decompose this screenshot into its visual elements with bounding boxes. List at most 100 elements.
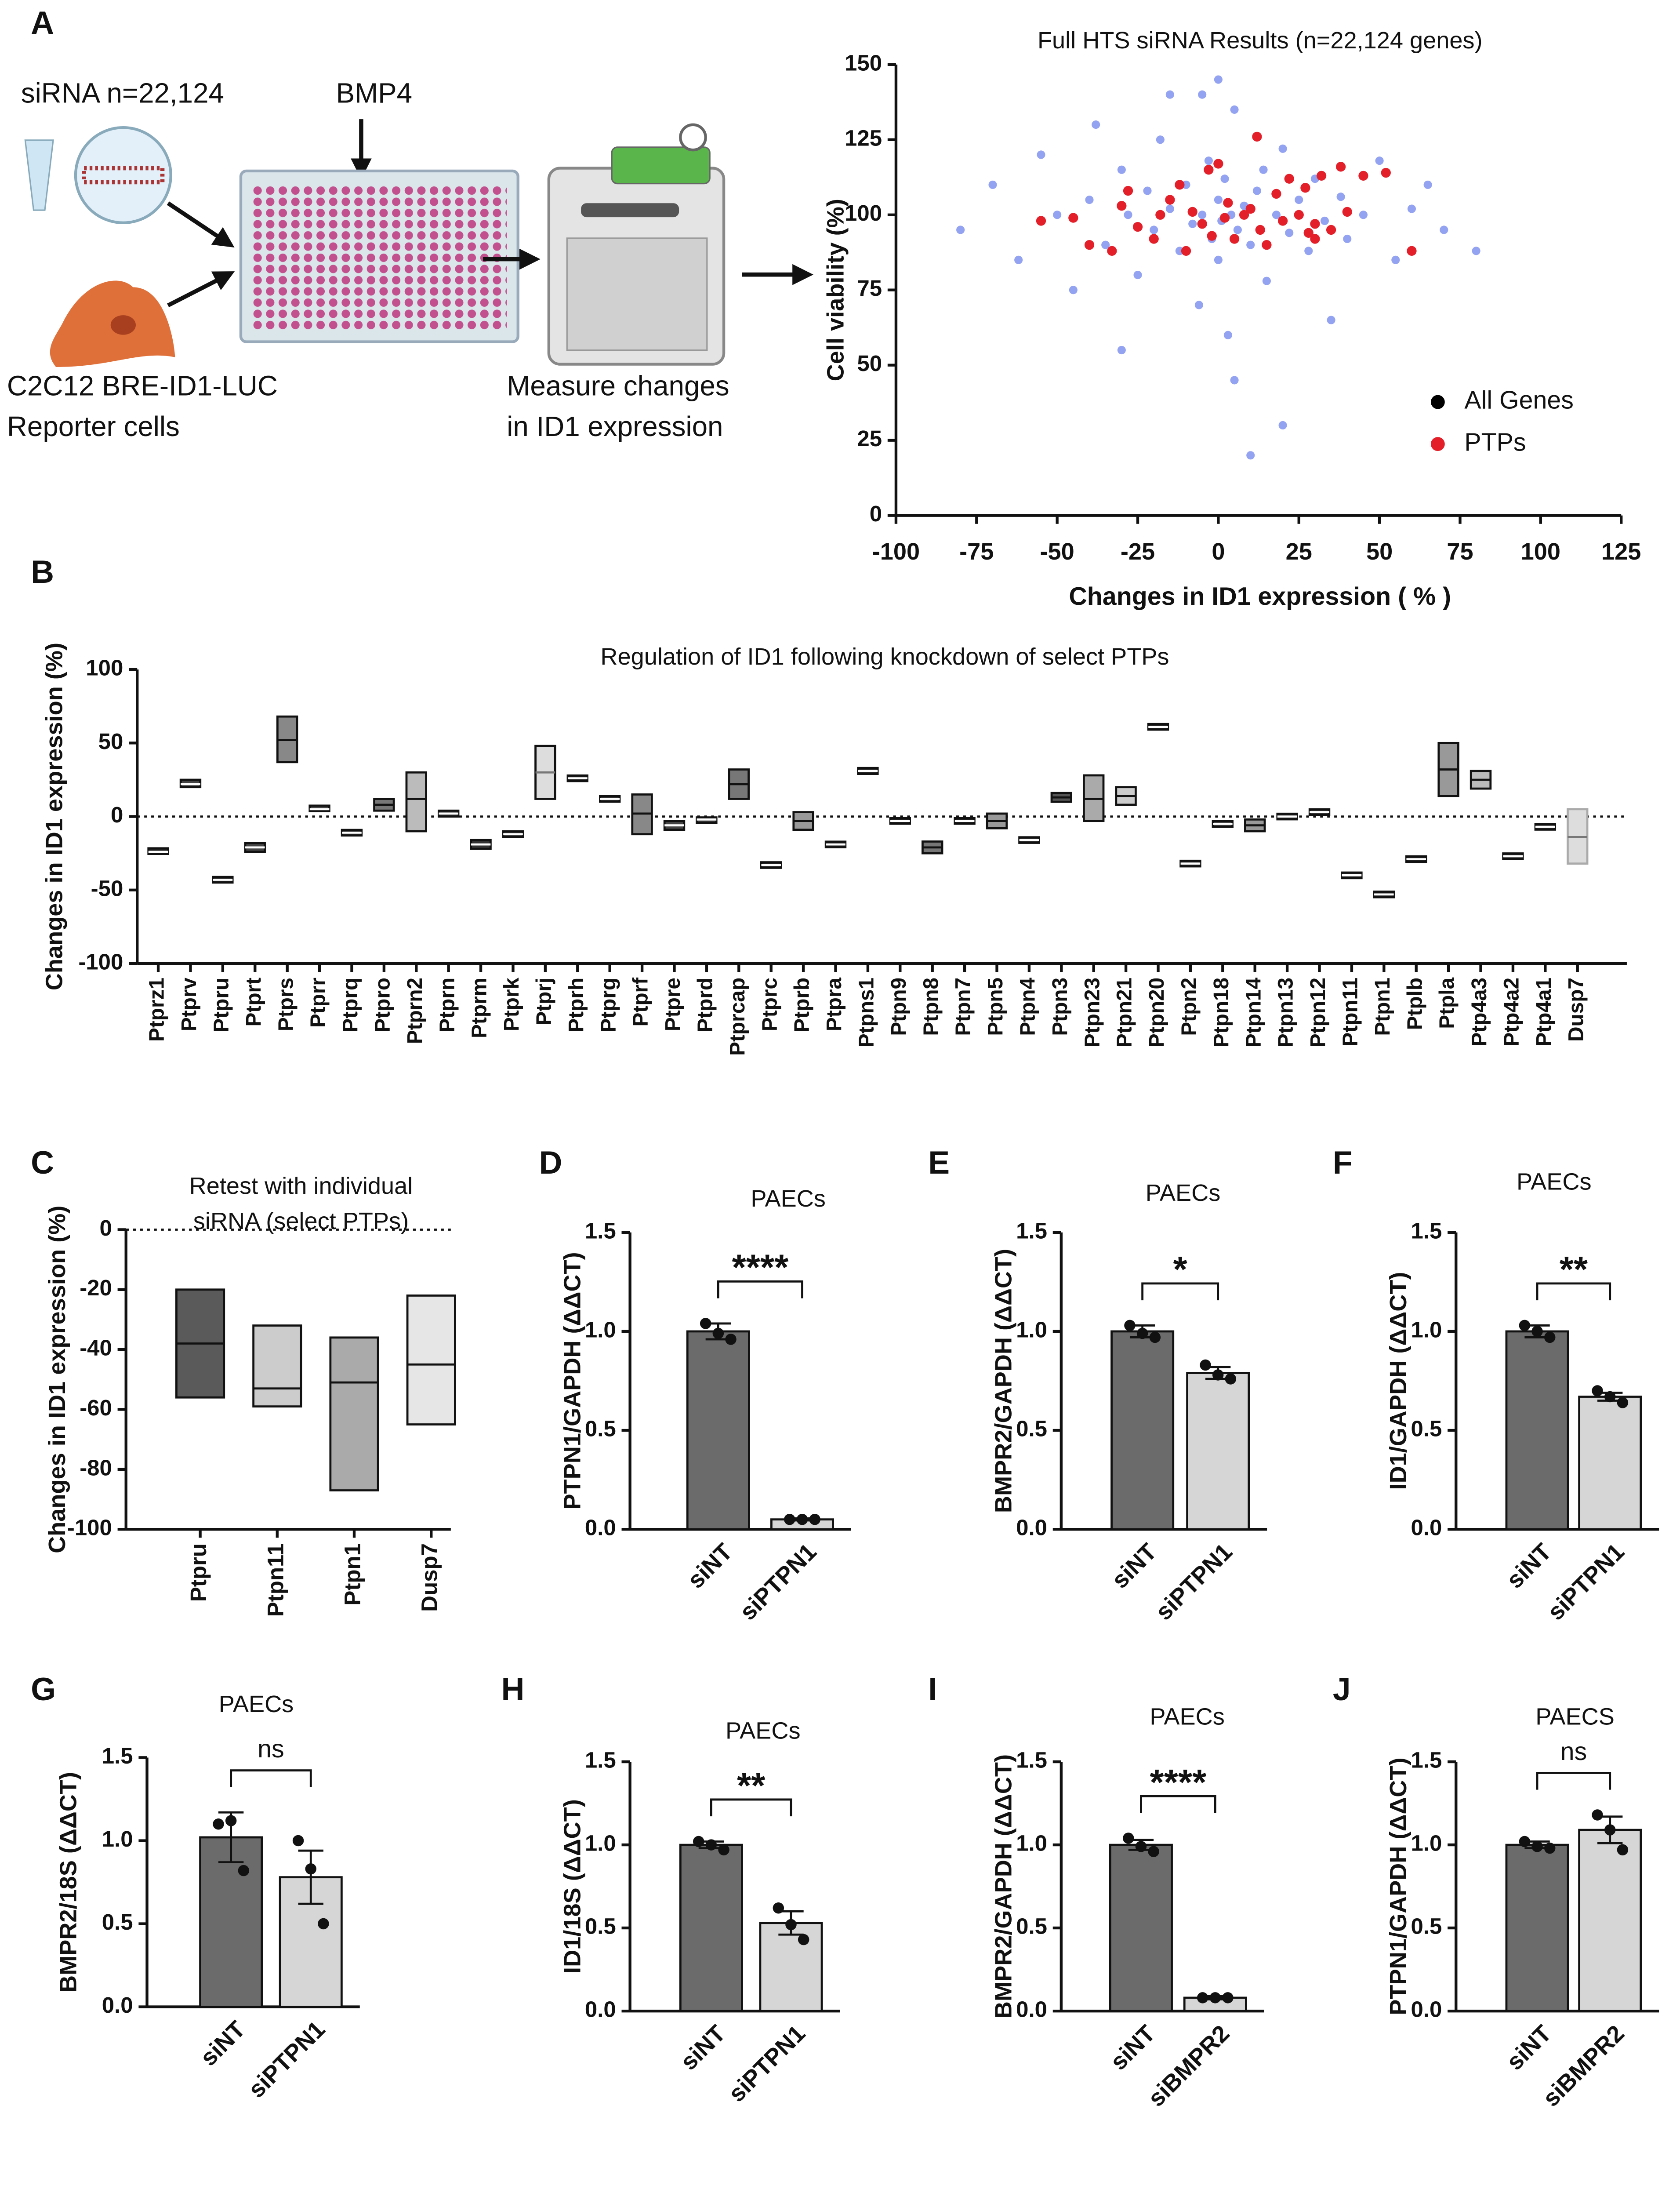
replicate-point (785, 1919, 797, 1931)
gene-point (1214, 196, 1223, 204)
schematic-label: siRNA n=22,124 (21, 77, 224, 109)
y-tick-label: 1.5 (1016, 1218, 1047, 1243)
x-tick-label: siBMPR2 (1143, 2020, 1234, 2112)
gene-point (1165, 90, 1174, 99)
legend-label: PTPs (1464, 428, 1526, 456)
replicate-point (1519, 1836, 1531, 1847)
schematic-label: BMP4 (336, 77, 412, 109)
gene-point (1198, 90, 1207, 99)
y-axis-label: Cell viability (%) (822, 199, 849, 381)
y-tick-label: 0.0 (1411, 1997, 1442, 2022)
range-box (252, 1324, 302, 1408)
ptp-point (1197, 219, 1207, 229)
ptp-point (1335, 162, 1346, 172)
gene-point (1101, 240, 1110, 249)
x-tick-label: Ptpns1 (855, 978, 878, 1047)
y-tick-label: 1.0 (1411, 1317, 1442, 1342)
significance-label: ns (1560, 1738, 1587, 1766)
replicate-point (213, 1818, 224, 1830)
x-tick-label: -75 (959, 538, 994, 565)
replicate-point (1592, 1809, 1603, 1821)
x-tick-label: Ptprg (597, 978, 620, 1033)
schematic-label: C2C12 BRE-ID1-LUC (7, 370, 278, 402)
range-box (406, 1294, 456, 1425)
x-tick-label: 125 (1601, 538, 1641, 565)
timer (679, 123, 707, 152)
replicate-point (1209, 1992, 1221, 2004)
replicate-point (1544, 1842, 1556, 1854)
y-tick-label: 0.5 (102, 1909, 133, 1934)
gene-point (1278, 144, 1287, 153)
chart-title: PAECs (219, 1691, 294, 1717)
y-axis-label: Changes in ID1 expression (%) (41, 643, 68, 990)
replicate-point (773, 1902, 784, 1914)
gene-point (1359, 211, 1368, 219)
ptp-point (1229, 234, 1240, 244)
y-tick-label: 1.0 (1016, 1831, 1047, 1856)
ptp-point (1181, 246, 1191, 256)
ptp-point (1310, 234, 1320, 244)
bar (1183, 1996, 1247, 2012)
replicate-point (784, 1513, 795, 1525)
x-tick-label: 50 (1366, 538, 1393, 565)
y-tick-label: 0.0 (1016, 1997, 1047, 2022)
y-axis-label: BMPR2/18S (ΔΔCT) (55, 1772, 82, 1993)
gene-point (1295, 196, 1303, 204)
x-tick-label: Ptpn1 (340, 1543, 365, 1606)
gene-point (1014, 255, 1023, 264)
replicate-point (1135, 1841, 1147, 1852)
y-axis-label: ID1/18S (ΔΔCT) (559, 1799, 585, 1974)
replicate-point (1149, 1331, 1161, 1343)
gene-point (1407, 204, 1416, 213)
ptp-point (1300, 183, 1310, 193)
chart-title: PAECs (1517, 1169, 1591, 1195)
gene-point (1117, 165, 1126, 174)
x-tick-label: Ptprh (565, 978, 588, 1033)
significance-label: * (1173, 1249, 1188, 1290)
bar (1578, 1396, 1642, 1531)
ptp-point (1036, 216, 1046, 226)
y-tick-label: 0.0 (1016, 1515, 1047, 1540)
significance-label: ns (258, 1735, 284, 1763)
ptp-point (1407, 246, 1417, 256)
ptp-point (1155, 210, 1165, 220)
legend-marker (1430, 395, 1445, 409)
gene-point (1220, 175, 1229, 183)
y-tick-label: -20 (80, 1275, 112, 1300)
ptp-point (1068, 213, 1078, 223)
gene-point (1223, 331, 1232, 339)
y-tick-label: 1.5 (585, 1218, 616, 1243)
gene-point (1037, 150, 1045, 159)
gene-point (1472, 247, 1480, 255)
x-tick-label: siNT (1107, 1538, 1161, 1593)
y-axis-label: PTPN1/GAPDH (ΔΔCT) (1385, 1758, 1411, 2015)
ptp-point (1239, 210, 1249, 220)
ptp-point (1187, 207, 1197, 217)
ptp-point (1262, 240, 1272, 250)
x-tick-label: Dusp7 (417, 1543, 442, 1612)
replicate-point (1604, 1824, 1616, 1836)
x-tick-label: Ptpru (210, 978, 233, 1033)
x-tick-label: Ptpn8 (919, 978, 943, 1036)
ptp-point (1255, 225, 1265, 235)
reader-display (611, 146, 711, 185)
gene-point (1053, 211, 1062, 219)
x-tick-label: Ptprj (533, 978, 556, 1025)
chart-title: Regulation of ID1 following knockdown of… (600, 644, 1169, 670)
x-tick-label: 75 (1447, 538, 1473, 565)
x-tick-label: 100 (1521, 538, 1560, 565)
replicate-point (809, 1513, 820, 1525)
significance-bracket (1536, 1282, 1611, 1301)
chart-title: Retest with individual (189, 1173, 413, 1199)
y-axis-label: Changes in ID1 expression (%) (44, 1206, 70, 1553)
panel-label: D (539, 1145, 562, 1181)
ptp-point (1123, 185, 1133, 196)
reader-handle (581, 203, 679, 218)
gene-point (956, 225, 965, 234)
ptp-point (1213, 159, 1223, 169)
replicate-point (725, 1334, 737, 1345)
gene-point (1214, 255, 1223, 264)
x-tick-label: -50 (1040, 538, 1074, 565)
panel-label: B (31, 554, 54, 590)
gene-point (1423, 180, 1432, 189)
